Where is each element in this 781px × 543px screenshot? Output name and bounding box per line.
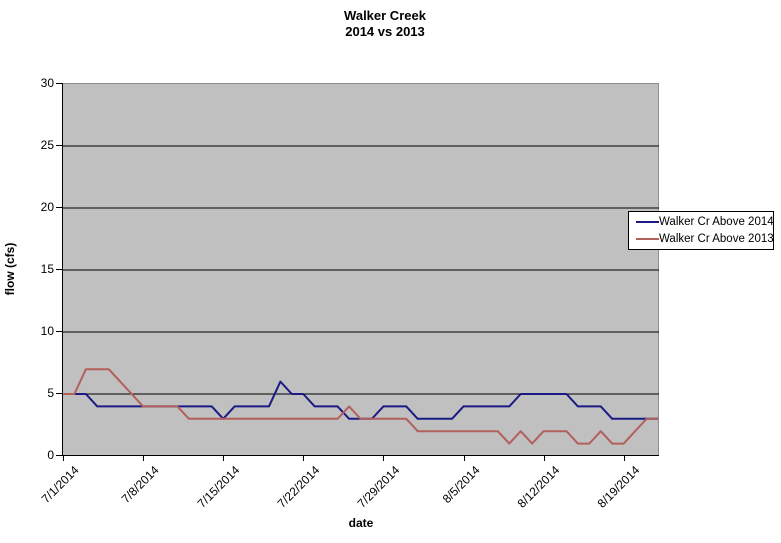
chart-title-line1: Walker Creek <box>344 8 426 23</box>
plot-area[interactable] <box>62 83 659 455</box>
y-axis-tick <box>56 269 63 270</box>
y-axis-tick-label: 0 <box>47 448 54 462</box>
legend-label-2013: Walker Cr Above 2013 <box>659 233 774 245</box>
legend-line-swatch-2014 <box>636 221 659 223</box>
x-axis-tick-label: 7/8/2014 <box>119 463 163 506</box>
chart-title-line2: 2014 vs 2013 <box>345 24 425 39</box>
y-axis-tick-label: 25 <box>40 138 54 152</box>
x-axis-tick <box>63 456 64 461</box>
y-axis-tick <box>56 145 63 146</box>
x-axis-tick <box>303 456 305 461</box>
x-axis-tick-label: 7/29/2014 <box>354 463 403 511</box>
y-axis-tick <box>56 207 63 208</box>
x-axis-tick-label: 8/19/2014 <box>594 463 643 511</box>
x-axis-tick-label: 7/1/2014 <box>38 463 82 506</box>
x-axis-tick <box>543 456 545 461</box>
series-lines <box>62 145 659 445</box>
x-axis-tick-label: 8/5/2014 <box>439 463 483 506</box>
x-axis-tick-label: 7/22/2014 <box>274 463 323 511</box>
x-axis-tick-label: 8/12/2014 <box>514 463 563 511</box>
x-axis-line <box>62 455 659 456</box>
x-axis-tick <box>463 456 465 461</box>
legend[interactable]: Walker Cr Above 2014 Walker Cr Above 201… <box>628 211 774 250</box>
y-axis-tick <box>56 455 63 456</box>
y-axis-tick-label: 20 <box>40 200 54 214</box>
x-axis-tick <box>223 456 225 461</box>
legend-label-2014: Walker Cr Above 2014 <box>659 216 774 228</box>
y-axis-tick-label: 5 <box>47 386 54 400</box>
y-axis-tick <box>56 393 63 394</box>
y-axis-tick-label: 10 <box>40 324 54 338</box>
y-axis-tick-label: 15 <box>40 262 54 276</box>
legend-line-swatch-2013 <box>636 238 659 240</box>
y-axis-tick <box>56 83 63 84</box>
x-axis-tick <box>623 456 625 461</box>
x-axis-tick <box>383 456 385 461</box>
legend-entry-2013[interactable]: Walker Cr Above 2013 <box>629 233 774 245</box>
y-axis-tick <box>56 331 63 332</box>
x-axis-tick-label: 7/15/2014 <box>194 463 243 511</box>
y-axis-tick-label: 30 <box>40 76 54 90</box>
legend-entry-2014[interactable]: Walker Cr Above 2014 <box>629 216 774 228</box>
chart-title: Walker Creek 2014 vs 2013 <box>0 8 770 40</box>
x-axis-tick <box>143 456 145 461</box>
x-axis-title: date <box>348 516 374 530</box>
